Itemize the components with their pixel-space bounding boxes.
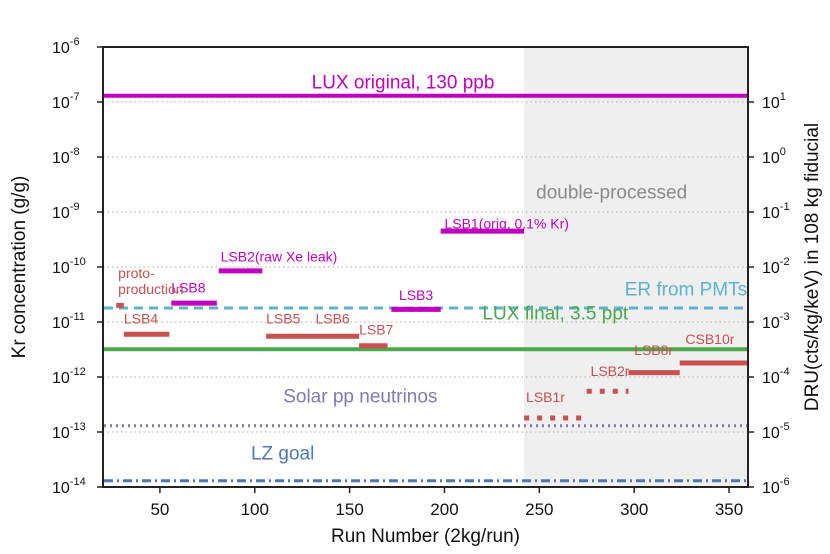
y2-tick-label: 101 xyxy=(762,91,786,112)
y2-tick-label: 10-4 xyxy=(762,366,790,387)
reference-line-label: ER from PMTs xyxy=(625,280,747,301)
measurement-label: LSB6 xyxy=(315,311,349,327)
y-tick-label: 10-6 xyxy=(52,36,80,57)
measurement-label: LSB8r xyxy=(634,342,673,358)
reference-line-label: Solar pp neutrinos xyxy=(283,386,437,407)
reference-line-label: LUX original, 130 ppb xyxy=(312,72,495,93)
x-tick-label: 350 xyxy=(715,500,743,519)
x-tick-label: 100 xyxy=(241,500,269,519)
measurements-layer xyxy=(116,228,748,421)
measurement-label: production xyxy=(118,281,183,297)
x-tick-label: 50 xyxy=(150,500,169,519)
y2-tick-label: 10-6 xyxy=(762,476,790,497)
y-tick-label: 10-13 xyxy=(52,421,86,442)
measurement-label: proto- xyxy=(118,265,155,281)
y-tick-label: 10-8 xyxy=(52,146,80,167)
y-tick-label: 10-9 xyxy=(52,201,80,222)
y2-tick-label: 10-2 xyxy=(762,256,790,277)
labels-layer: double-processed LUX original, 130 ppb ER … xyxy=(118,72,747,464)
reference-line-label: LUX final, 3.5 ppt xyxy=(482,303,628,324)
y2-tick-label: 10-5 xyxy=(762,421,790,442)
measurement-label: LSB4 xyxy=(124,311,158,327)
measurement-label: LSB1r xyxy=(526,389,565,405)
measurement-label: CSB10r xyxy=(685,331,734,347)
shaded-region-label: double-processed xyxy=(536,182,687,203)
y2-tick-label: 100 xyxy=(762,146,786,167)
y-axis-left: 10-14 10-13 10-12 10-11 10-10 10-9 10-8 10-7 10-… xyxy=(52,36,103,497)
y-tick-label: 10-11 xyxy=(52,311,85,332)
x-tick-label: 150 xyxy=(335,500,363,519)
measurement-label: LSB5 xyxy=(266,311,300,327)
y-axis-right: 10-6 10-5 10-4 10-3 10-2 10-1 100 101 xyxy=(748,91,790,497)
measurement-label: LSB3 xyxy=(399,287,433,303)
measurement-label: LSB1(orig. 0.1% Kr) xyxy=(444,216,569,232)
y-tick-label: 10-12 xyxy=(52,366,86,387)
y-axis-right-label: DRU(cts/kg/keV) in 108 kg fiducial xyxy=(802,123,823,411)
measurement-label: LSB2r xyxy=(591,363,630,379)
y2-tick-label: 10-3 xyxy=(762,311,790,332)
x-tick-label: 200 xyxy=(430,500,458,519)
y-tick-label: 10-7 xyxy=(52,91,80,112)
reference-line-label: LZ goal xyxy=(251,444,314,465)
measurement-label: LSB2(raw Xe leak) xyxy=(221,249,338,265)
x-tick-label: 250 xyxy=(525,500,553,519)
y-axis-left-label: Kr concentration (g/g) xyxy=(9,176,30,359)
x-axis-label: Run Number (2kg/run) xyxy=(331,526,520,547)
measurement-label: LSB7 xyxy=(359,322,393,338)
y-tick-label: 10-10 xyxy=(52,256,86,277)
y-tick-label: 10-14 xyxy=(52,476,86,497)
measurement-label: LSB8 xyxy=(171,279,205,295)
x-axis: 50 100 150 200 250 300 350 xyxy=(150,487,743,519)
y2-tick-label: 10-1 xyxy=(762,201,790,222)
x-tick-label: 300 xyxy=(620,500,648,519)
